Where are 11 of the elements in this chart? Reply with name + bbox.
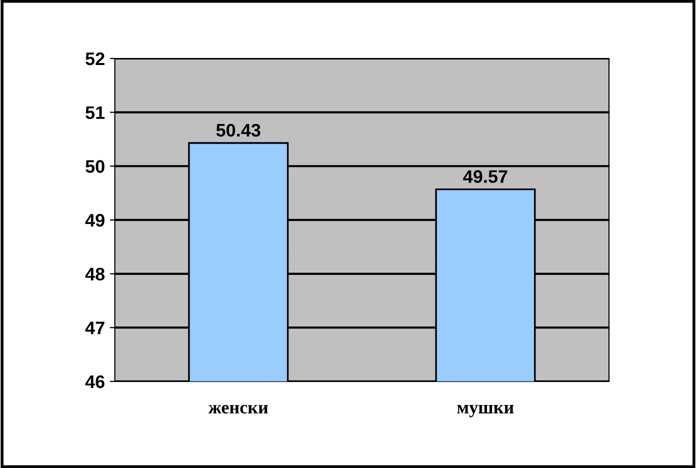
y-tick-label: 47 [85, 322, 104, 334]
x-tick-label: женски [208, 404, 268, 414]
x-tick-label: мушки [457, 405, 514, 418]
y-tick-label: 48 [85, 268, 105, 280]
y-tick-label: 46 [85, 375, 104, 388]
data-label: 49.57 [463, 170, 508, 183]
y-tick-label: 50 [86, 160, 104, 173]
y-tick-label: 49 [85, 214, 104, 227]
y-tick-label: 52 [86, 52, 104, 66]
y-tick-label: 51 [86, 106, 105, 120]
data-label: 50.43 [216, 124, 260, 137]
